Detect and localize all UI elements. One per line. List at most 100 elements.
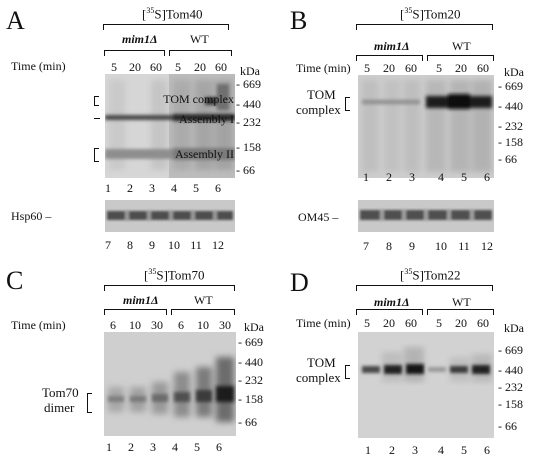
time-value: 5 <box>111 60 117 74</box>
lane-number: 12 <box>212 238 224 252</box>
group-label-wildtype: WT <box>194 293 213 307</box>
time-label: Time (min) <box>11 318 66 332</box>
lane-number: 4 <box>172 440 178 454</box>
time-label: Time (min) <box>296 61 351 75</box>
marker: - 440 <box>238 355 263 369</box>
band-label: Tom70 <box>42 385 79 400</box>
lane-number: 6 <box>484 170 490 184</box>
time-value: 20 <box>455 316 467 330</box>
lane-number: 9 <box>149 238 155 252</box>
group-label-wildtype: WT <box>452 295 471 309</box>
marker: - 158 <box>236 140 261 154</box>
time-value: 6 <box>110 318 116 332</box>
time-value: 20 <box>194 60 206 74</box>
loading-control-label: OM45 – <box>298 210 339 224</box>
time-value: 20 <box>455 61 467 75</box>
time-value: 20 <box>383 316 395 330</box>
band-label: TOM <box>307 87 336 102</box>
marker: - 66 <box>498 419 517 433</box>
band-label: Assembly I <box>179 112 234 126</box>
time-value: 60 <box>150 60 162 74</box>
panel-letter: A <box>6 6 25 35</box>
group-label-mutant: mim1Δ <box>374 295 410 309</box>
time-value: 20 <box>383 61 395 75</box>
time-label: Time (min) <box>11 59 66 73</box>
marker: - 232 <box>238 373 263 387</box>
marker: - 232 <box>498 380 523 394</box>
time-value: 5 <box>364 316 370 330</box>
marker: - 232 <box>498 119 523 133</box>
panel-title: [35S]Tom22 <box>400 267 461 283</box>
lane-number: 2 <box>128 440 134 454</box>
lane-number: 11 <box>190 238 202 252</box>
time-value: 5 <box>436 316 442 330</box>
marker: - 158 <box>238 392 263 406</box>
lane-number: 1 <box>106 440 112 454</box>
panel-letter: D <box>290 268 309 297</box>
gel-blot <box>104 332 236 436</box>
time-value: 60 <box>477 61 489 75</box>
panel-title: [35S]Tom70 <box>144 267 205 283</box>
time-value: 60 <box>405 316 417 330</box>
lane-number: 5 <box>461 170 467 184</box>
panel-title: [35S]Tom40 <box>142 6 203 22</box>
time-value: 20 <box>129 60 141 74</box>
marker: - 669 <box>238 335 263 349</box>
gel-blot <box>105 74 235 178</box>
gel-blot <box>358 75 494 178</box>
group-label-wildtype: WT <box>190 32 209 46</box>
marker: - 669 <box>236 77 261 91</box>
lane-number: 11 <box>458 239 470 253</box>
lane-number: 2 <box>386 170 392 184</box>
lane-number: 9 <box>409 239 415 253</box>
band-label: TOM <box>307 355 336 370</box>
group-label-mutant: mim1Δ <box>123 293 159 307</box>
panel-letter: C <box>6 266 24 295</box>
panel-title: [35S]Tom20 <box>400 6 461 22</box>
lane-number: 7 <box>105 238 111 252</box>
lane-number: 8 <box>127 238 133 252</box>
band-label: TOM complex <box>163 92 234 106</box>
kda-label: kDa <box>504 321 524 335</box>
loading-control-label: Hsp60 – <box>11 209 52 223</box>
lane-number: 1 <box>105 181 111 195</box>
lane-number: 3 <box>149 181 155 195</box>
group-label-mutant: mim1Δ <box>374 39 410 53</box>
time-value: 5 <box>364 61 370 75</box>
band-label: complex <box>296 102 341 117</box>
lane-number: 3 <box>412 443 418 457</box>
lane-number: 7 <box>363 239 369 253</box>
marker: - 669 <box>498 79 523 93</box>
time-value: 60 <box>405 61 417 75</box>
lane-number: 6 <box>215 181 221 195</box>
time-value: 6 <box>178 318 184 332</box>
panel-letter: B <box>290 6 308 35</box>
time-value: 30 <box>219 318 231 332</box>
lane-number: 4 <box>438 170 444 184</box>
marker: - 66 <box>236 163 255 177</box>
marker: - 158 <box>498 135 523 149</box>
time-value: 10 <box>197 318 209 332</box>
lane-number: 10 <box>435 239 447 253</box>
time-value: 60 <box>215 60 227 74</box>
lane-number: 5 <box>461 443 467 457</box>
time-value: 5 <box>175 60 181 74</box>
time-value: 30 <box>151 318 163 332</box>
lane-number: 4 <box>171 181 177 195</box>
lane-number: 5 <box>193 181 199 195</box>
marker: - 669 <box>498 343 523 357</box>
time-value: 10 <box>129 318 141 332</box>
lane-number: 4 <box>438 443 444 457</box>
loading-control-blot <box>105 200 235 232</box>
kda-label: kDa <box>504 65 524 79</box>
lane-number: 3 <box>409 170 415 184</box>
lane-number: 10 <box>168 238 180 252</box>
lane-number: 12 <box>481 239 493 253</box>
kda-label: kDa <box>244 320 264 334</box>
marker: - 232 <box>236 115 261 129</box>
time-value: 5 <box>436 61 442 75</box>
band-label: Assembly II <box>175 147 234 161</box>
group-label-wildtype: WT <box>452 39 471 53</box>
marker: - 440 <box>498 363 523 377</box>
